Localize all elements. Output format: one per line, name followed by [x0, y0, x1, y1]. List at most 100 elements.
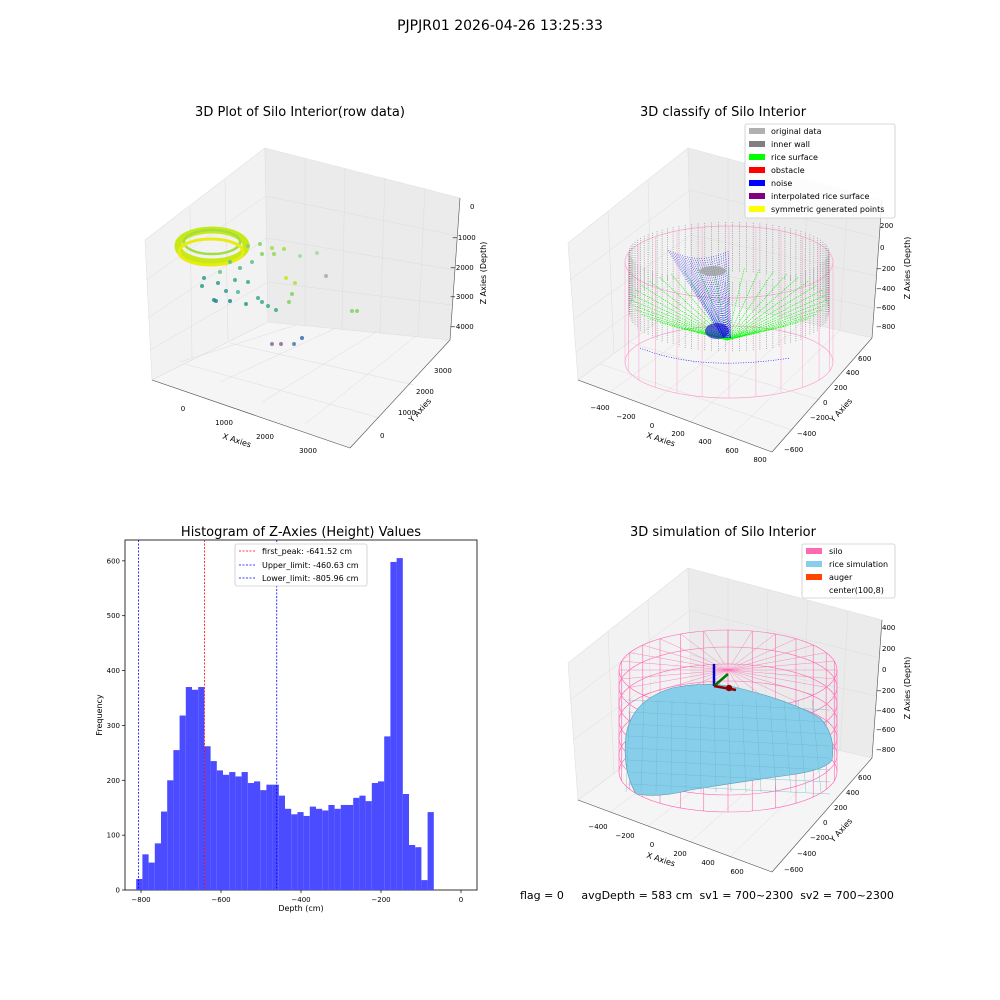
classify-xtick: 800	[753, 456, 766, 464]
histogram-bar	[254, 781, 261, 890]
histogram-bar	[396, 558, 403, 890]
classify-xtick: 600	[725, 447, 738, 455]
rice-mesh-line	[699, 699, 702, 793]
legend-label: silo	[829, 547, 843, 556]
figure-title: PJPJR01 2026-04-26 13:25:33	[397, 18, 603, 34]
silo-roof-line	[727, 652, 827, 671]
sim-ytick: 400	[846, 789, 859, 797]
histogram-bar	[148, 862, 155, 890]
classify-ztick: −200	[876, 265, 895, 273]
legend-label: obstacle	[771, 166, 805, 175]
classify-xtick: −400	[590, 404, 609, 412]
histogram-bar	[260, 790, 267, 890]
raw-data-point	[293, 281, 297, 285]
histogram-bar	[167, 780, 174, 890]
legend-swatch-interpolated	[749, 193, 765, 199]
raw-xtick: 1000	[215, 419, 233, 427]
legend-swatch-inner-wall	[749, 141, 765, 147]
classify-xtick: 400	[698, 438, 711, 446]
histogram-ytick-label: 300	[107, 722, 120, 730]
silo-roof-line	[727, 644, 814, 671]
classify-noise-line	[682, 255, 726, 339]
raw-ztick: −4000	[450, 323, 474, 331]
raw-data-point	[250, 260, 254, 264]
classify-ztick: 200	[880, 222, 893, 230]
histogram-bar	[154, 843, 161, 890]
raw-data-point	[266, 304, 270, 308]
raw-xtick: 2000	[256, 433, 274, 441]
histogram-bar	[340, 804, 347, 890]
raw-data-point	[292, 342, 296, 346]
classify-rice-surface-line	[726, 314, 817, 341]
rice-mesh-line	[627, 723, 831, 735]
sim-ztick: 0	[882, 666, 886, 674]
auger-axis-x	[713, 684, 737, 692]
histogram-xtick-label: −600	[211, 896, 230, 904]
legend-label: center(100,8)	[829, 586, 884, 595]
histogram-bar	[347, 804, 354, 890]
classify-rice-surface-line	[726, 299, 828, 341]
sim-ylabel: Y Axies	[827, 817, 854, 845]
rice-mesh-line	[741, 699, 747, 793]
classify-rice-surface-line	[726, 294, 826, 341]
classify-ytick: 600	[858, 355, 871, 363]
histogram-bar	[179, 715, 186, 890]
simulation-legend: silo rice simulation auger center(100,8)	[801, 543, 896, 599]
histogram-bar	[136, 879, 143, 890]
histogram-ytick-label: 400	[107, 667, 120, 675]
raw-data-point	[202, 276, 206, 280]
sim-xtick: 600	[730, 868, 743, 876]
sim-xlabel: X Axies	[645, 851, 676, 869]
raw-data-point	[279, 342, 283, 346]
histogram-ytick-label: 600	[107, 557, 120, 565]
histogram-bar	[210, 761, 217, 890]
histogram-xtick-label: 0	[459, 896, 463, 904]
raw-data-point	[287, 300, 291, 304]
raw-ztick: −2000	[450, 264, 474, 272]
histogram-bar	[185, 687, 192, 890]
silo-roof-line	[680, 633, 729, 671]
legend-label: first_peak: -641.52 cm	[262, 547, 352, 556]
raw-data-point	[300, 336, 304, 340]
histogram-bar	[390, 561, 397, 890]
raw-data-point	[315, 251, 319, 255]
classify-legend: original data inner wall rice surface ob…	[744, 123, 896, 219]
histogram-bar	[161, 811, 168, 890]
histogram-bar	[247, 783, 254, 890]
histogram-bar	[173, 750, 180, 890]
legend-swatch-noise	[749, 180, 765, 186]
status-line: flag = 0 avgDepth = 583 cm sv1 = 700~230…	[520, 889, 894, 902]
classify-rice-surface-line	[726, 328, 774, 341]
legend-swatch-auger	[806, 574, 822, 580]
histogram-ytick-label: 100	[107, 832, 120, 840]
auger-center-marker	[725, 684, 733, 692]
sim-xtick: −400	[588, 823, 607, 831]
sim-ytick: −200	[810, 834, 829, 842]
raw-ztick: 0	[470, 203, 474, 211]
silo-roof-line	[621, 660, 729, 671]
histogram-bar	[316, 808, 323, 890]
rice-mesh-line	[655, 699, 659, 793]
rice-mesh-line	[769, 699, 777, 793]
classify-panel-title: 3D classify of Silo Interior	[640, 105, 807, 120]
legend-swatch-silo	[806, 548, 822, 554]
raw-data-point	[256, 296, 260, 300]
histogram-bar	[359, 795, 366, 890]
classify-grey-cluster	[700, 266, 726, 276]
simulation-drawing	[618, 629, 838, 813]
classify-rice-surface-line	[726, 289, 823, 341]
raw-data-point	[324, 274, 328, 278]
rice-mesh-line	[797, 699, 807, 793]
raw-ztick: −3000	[450, 293, 474, 301]
silo-roof-line	[727, 669, 814, 696]
classify-zlabel: Z Axies (Depth)	[903, 237, 912, 300]
histogram-bar	[204, 746, 211, 890]
histogram-bar	[322, 810, 329, 890]
sim-xtick: 400	[701, 859, 714, 867]
classify-ytick: −600	[784, 446, 803, 454]
classify-rice-surface-line	[649, 318, 728, 341]
histogram-bar	[427, 812, 434, 890]
histogram-bar	[285, 808, 292, 890]
histogram-bar	[334, 808, 341, 890]
